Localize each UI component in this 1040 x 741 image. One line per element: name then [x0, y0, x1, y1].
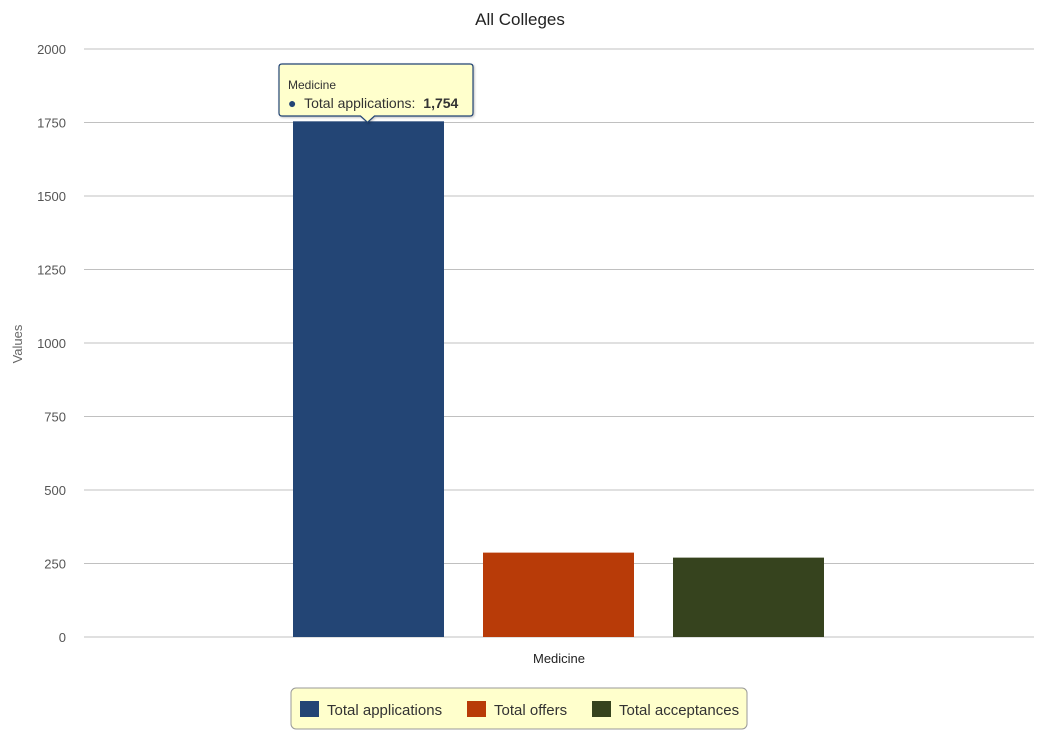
legend-items: Total applications Total offers Total acce… [300, 701, 739, 719]
tooltip-category: Medicine [288, 78, 336, 92]
tooltip: Medicine ● Total applications: 1,754 [278, 63, 474, 124]
tooltip-label: Total applications: [304, 95, 415, 111]
legend-label: Total offers [494, 702, 567, 719]
legend-swatch [467, 701, 486, 717]
tooltip-line: ● Total applications: 1,754 [288, 95, 459, 111]
y-tick-label: 1500 [37, 189, 66, 204]
y-tick-label: 0 [59, 630, 66, 645]
tooltip-bullet-icon: ● [288, 95, 296, 111]
y-axis-ticks: 0 250 500 750 1000 1250 1500 1750 2000 [37, 42, 66, 645]
bar-total-offers[interactable] [483, 552, 634, 637]
bar-total-acceptances[interactable] [673, 557, 824, 637]
bar-total-applications[interactable] [293, 121, 444, 638]
tooltip-box [278, 63, 474, 124]
legend-item[interactable]: Total offers [467, 701, 567, 719]
y-tick-label: 1000 [37, 336, 66, 351]
legend-box [290, 687, 748, 730]
y-tick-label: 750 [44, 410, 66, 425]
chart-title: All Colleges [475, 10, 565, 29]
x-tick-label: Medicine [533, 651, 585, 666]
tooltip-value: 1,754 [423, 95, 458, 111]
legend-swatch [592, 701, 611, 717]
y-axis-label: Values [10, 324, 25, 363]
legend-label: Total applications [327, 702, 442, 719]
y-tick-label: 1250 [37, 263, 66, 278]
grid-lines [84, 48, 1034, 638]
y-tick-label: 250 [44, 557, 66, 572]
y-tick-label: 1750 [37, 116, 66, 131]
y-tick-label: 2000 [37, 42, 66, 57]
legend: Total applications Total offers Total acce… [290, 687, 748, 730]
legend-swatch [300, 701, 319, 717]
legend-label: Total acceptances [619, 702, 739, 719]
x-axis-ticks: Medicine [533, 651, 585, 666]
legend-item[interactable]: Total acceptances [592, 701, 739, 719]
bars[interactable] [293, 121, 824, 638]
y-tick-label: 500 [44, 483, 66, 498]
legend-item[interactable]: Total applications [300, 701, 442, 719]
